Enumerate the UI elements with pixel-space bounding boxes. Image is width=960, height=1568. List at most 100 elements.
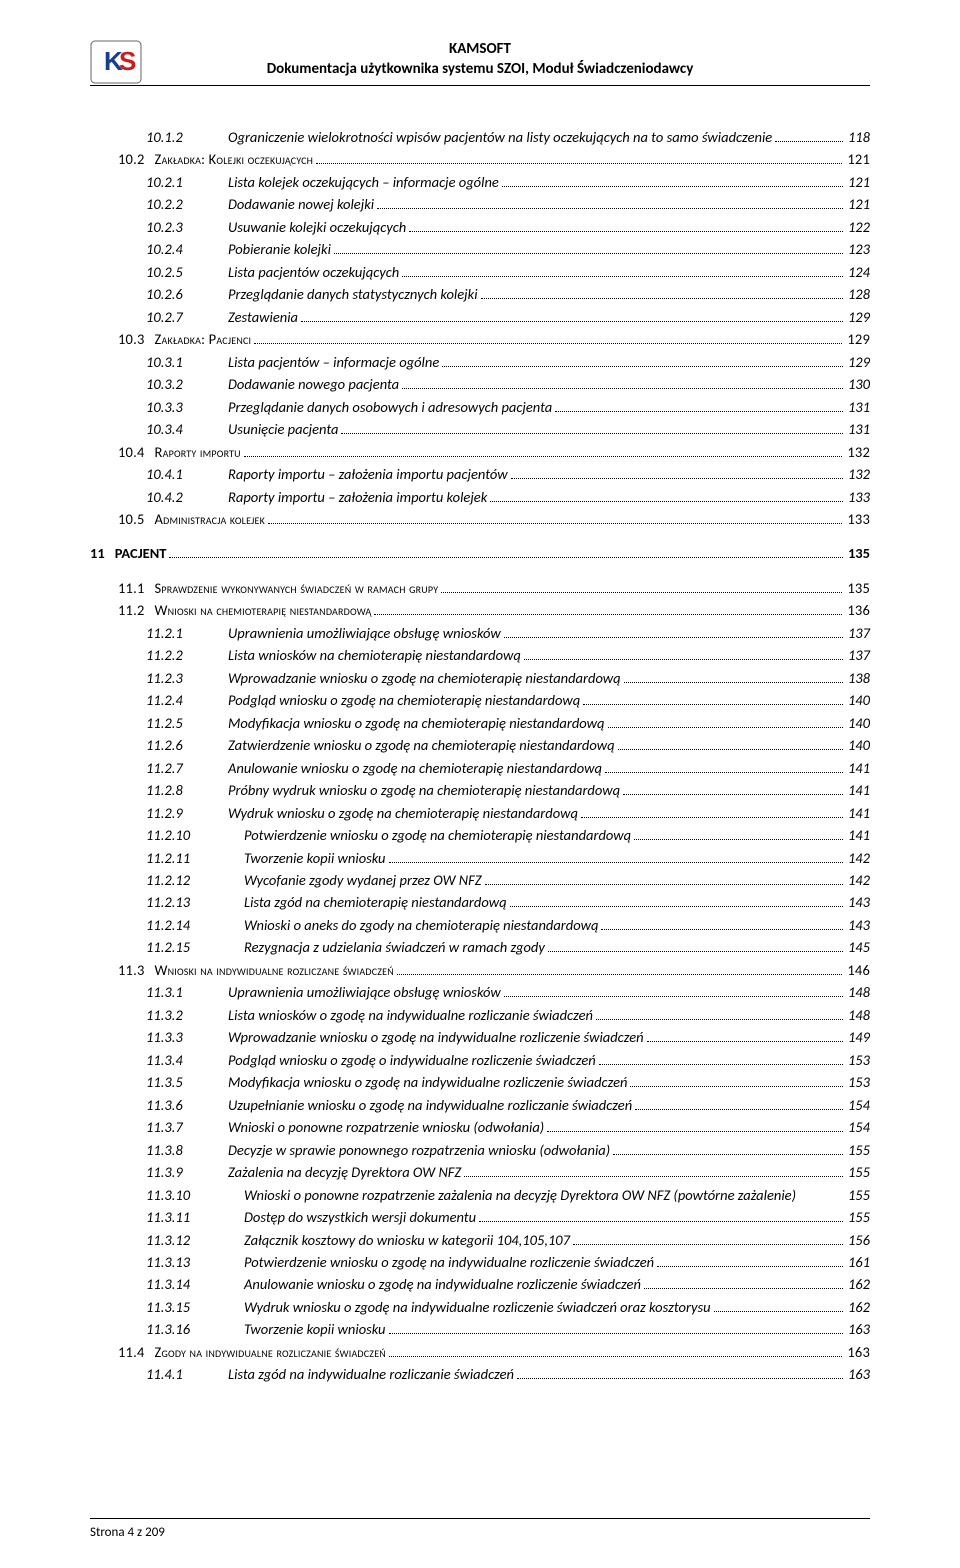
toc-leader-dots xyxy=(377,208,843,209)
toc-entry[interactable]: 11.2.6Zatwierdzenie wniosku o zgodę na c… xyxy=(90,734,870,756)
toc-entry[interactable]: 11.2.14Wnioski o aneks do zgody na chemi… xyxy=(90,914,870,936)
toc-entry[interactable]: 11.3.3Wprowadzanie wniosku o zgodę na in… xyxy=(90,1026,870,1048)
toc-entry[interactable]: 10.3.1Lista pacjentów – informacje ogóln… xyxy=(90,351,870,373)
toc-entry[interactable]: 11.2.4Podgląd wniosku o zgodę na chemiot… xyxy=(90,689,870,711)
toc-entry[interactable]: 11.4.1Lista zgód na indywidualne rozlicz… xyxy=(90,1363,870,1385)
toc-entry[interactable]: 11.3.8Decyzje w sprawie ponownego rozpat… xyxy=(90,1139,870,1161)
footer-page-number: Strona 4 z 209 xyxy=(90,1525,870,1540)
toc-leader-dots xyxy=(510,906,843,907)
toc-entry[interactable]: 11.3.16Tworzenie kopii wniosku 163 xyxy=(90,1318,870,1340)
toc-entry[interactable]: 10.2.2Dodawanie nowej kolejki 121 xyxy=(90,193,870,215)
toc-entry-label: Rezygnacja z udzielania świadczeń w rama… xyxy=(244,936,545,958)
toc-entry-number: 10.4.1 xyxy=(146,463,228,485)
toc-entry[interactable]: 11.3.15Wydruk wniosku o zgodę na indywid… xyxy=(90,1296,870,1318)
toc-entry-page: 140 xyxy=(846,689,870,711)
toc-entry[interactable]: 10.4.1Raporty importu – założenia import… xyxy=(90,463,870,485)
toc-entry-page: 129 xyxy=(846,306,870,328)
toc-leader-dots xyxy=(464,1176,843,1177)
toc-leader-dots xyxy=(635,1109,843,1110)
toc-entry[interactable]: 10.3.3Przeglądanie danych osobowych i ad… xyxy=(90,396,870,418)
toc-entry[interactable]: 10.2Zakładka: Kolejki oczekujących 121 xyxy=(90,148,870,170)
toc-entry[interactable]: 11.3.13Potwierdzenie wniosku o zgodę na … xyxy=(90,1251,870,1273)
toc-entry[interactable]: 11.3.14Anulowanie wniosku o zgodę na ind… xyxy=(90,1273,870,1295)
toc-entry[interactable]: 11.2.12Wycofanie zgody wydanej przez OW … xyxy=(90,869,870,891)
toc-entry-label: Pobieranie kolejki xyxy=(228,238,331,260)
toc-entry-page: 156 xyxy=(846,1229,870,1251)
toc-entry-page: 155 xyxy=(846,1161,870,1183)
toc-leader-dots xyxy=(634,839,843,840)
toc-entry-label: Przeglądanie danych statystycznych kolej… xyxy=(228,283,478,305)
page-header: K S KAMSOFT Dokumentacja użytkownika sys… xyxy=(90,40,870,86)
toc-entry[interactable]: 11.2.7Anulowanie wniosku o zgodę na chem… xyxy=(90,757,870,779)
toc-entry[interactable]: 11.2Wnioski na chemioterapię niestandard… xyxy=(90,599,870,621)
toc-entry[interactable]: 10.4Raporty importu 132 xyxy=(90,441,870,463)
toc-entry[interactable]: 11.3.12Załącznik kosztowy do wniosku w k… xyxy=(90,1229,870,1251)
toc-entry-number: 11.2.10 xyxy=(146,824,244,846)
toc-entry-label: Dodawanie nowej kolejki xyxy=(228,193,374,215)
toc-entry-page: 162 xyxy=(846,1273,870,1295)
toc-entry[interactable]: 10.3.4Usunięcie pacjenta 131 xyxy=(90,418,870,440)
toc-entry[interactable]: 11.3.11Dostęp do wszystkich wersji dokum… xyxy=(90,1206,870,1228)
toc-entry[interactable]: 11.2.2Lista wniosków na chemioterapię ni… xyxy=(90,644,870,666)
toc-entry[interactable]: 11.3.9Zażalenia na decyzję Dyrektora OW … xyxy=(90,1161,870,1183)
toc-entry[interactable]: 11.3.1Uprawnienia umożliwiające obsługę … xyxy=(90,981,870,1003)
toc-entry[interactable]: 11.3.5Modyfikacja wniosku o zgodę na ind… xyxy=(90,1071,870,1093)
toc-entry[interactable]: 11.3.2Lista wniosków o zgodę na indywidu… xyxy=(90,1004,870,1026)
toc-entry[interactable]: 10.3Zakładka: Pacjenci 129 xyxy=(90,328,870,350)
toc-entry[interactable]: 11.2.3Wprowadzanie wniosku o zgodę na ch… xyxy=(90,667,870,689)
toc-entry[interactable]: 11PACJENT 135 xyxy=(90,542,870,564)
toc-entry[interactable]: 11.3.7Wnioski o ponowne rozpatrzenie wni… xyxy=(90,1116,870,1138)
toc-leader-dots xyxy=(581,817,843,818)
toc-leader-dots xyxy=(389,1356,842,1357)
toc-entry[interactable]: 10.1.2Ograniczenie wielokrotności wpisów… xyxy=(90,126,870,148)
toc-entry[interactable]: 11.3.10Wnioski o ponowne rozpatrzenie za… xyxy=(90,1184,870,1206)
toc-leader-dots xyxy=(583,704,843,705)
toc-entry[interactable]: 11.2.10Potwierdzenie wniosku o zgodę na … xyxy=(90,824,870,846)
toc-entry[interactable]: 10.2.5Lista pacjentów oczekujących 124 xyxy=(90,261,870,283)
toc-entry-label: Uprawnienia umożliwiające obsługę wniosk… xyxy=(228,981,501,1003)
toc-entry-label: Wnioski o ponowne rozpatrzenie zażalenia… xyxy=(244,1184,846,1206)
toc-entry-label: Administracja kolejek xyxy=(155,508,266,530)
toc-entry[interactable]: 10.2.6Przeglądanie danych statystycznych… xyxy=(90,283,870,305)
toc-entry[interactable]: 11.3Wnioski na indywidualne rozliczane ś… xyxy=(90,959,870,981)
toc-entry[interactable]: 11.2.15Rezygnacja z udzielania świadczeń… xyxy=(90,936,870,958)
toc-entry[interactable]: 11.2.1Uprawnienia umożliwiające obsługę … xyxy=(90,622,870,644)
toc-entry[interactable]: 10.4.2Raporty importu – założenia import… xyxy=(90,486,870,508)
toc-entry-number: 11.2.5 xyxy=(146,712,228,734)
toc-entry-label: Raporty importu – założenia importu kole… xyxy=(228,486,487,508)
toc-entry-number: 10.5 xyxy=(118,508,155,530)
toc-entry-label: Wycofanie zgody wydanej przez OW NFZ xyxy=(244,869,482,891)
toc-entry[interactable]: 11.2.13Lista zgód na chemioterapię niest… xyxy=(90,891,870,913)
toc-entry-number: 11.2.11 xyxy=(146,847,244,869)
toc-entry[interactable]: 11.1Sprawdzenie wykonywanych świadczeń w… xyxy=(90,577,870,599)
toc-entry[interactable]: 11.3.6Uzupełnianie wniosku o zgodę na in… xyxy=(90,1094,870,1116)
toc-entry[interactable]: 10.2.3Usuwanie kolejki oczekujących 122 xyxy=(90,216,870,238)
toc-leader-dots xyxy=(714,1311,843,1312)
toc-entry-page: 148 xyxy=(846,981,870,1003)
toc-entry-page: 129 xyxy=(845,328,870,350)
toc-entry[interactable]: 11.2.5Modyfikacja wniosku o zgodę na che… xyxy=(90,712,870,734)
toc-entry-page: 131 xyxy=(846,396,870,418)
toc-entry[interactable]: 11.3.4Podgląd wniosku o zgodę o indywidu… xyxy=(90,1049,870,1071)
toc-entry[interactable]: 11.2.9Wydruk wniosku o zgodę na chemiote… xyxy=(90,802,870,824)
toc-entry-number: 11.3.4 xyxy=(146,1049,228,1071)
toc-entry-page: 143 xyxy=(846,914,870,936)
toc-leader-dots xyxy=(334,253,843,254)
toc-entry[interactable]: 10.5Administracja kolejek 133 xyxy=(90,508,870,530)
toc-entry[interactable]: 10.3.2Dodawanie nowego pacjenta 130 xyxy=(90,373,870,395)
toc-entry-page: 132 xyxy=(846,463,870,485)
toc-leader-dots xyxy=(517,1378,843,1379)
toc-entry[interactable]: 11.2.8Próbny wydruk wniosku o zgodę na c… xyxy=(90,779,870,801)
toc-entry-number: 11.4 xyxy=(118,1341,155,1363)
toc-entry-page: 141 xyxy=(846,779,870,801)
header-title-sub: Dokumentacja użytkownika systemu SZOI, M… xyxy=(90,60,870,80)
toc-entry-number: 11.3.8 xyxy=(146,1139,228,1161)
toc-entry[interactable]: 10.2.7Zestawienia 129 xyxy=(90,306,870,328)
toc-entry[interactable]: 11.4Zgody na indywidualne rozliczanie św… xyxy=(90,1341,870,1363)
toc-leader-dots xyxy=(409,231,843,232)
toc-entry[interactable]: 10.2.1Lista kolejek oczekujących – infor… xyxy=(90,171,870,193)
toc-entry[interactable]: 11.2.11Tworzenie kopii wniosku 142 xyxy=(90,847,870,869)
toc-entry-page: 130 xyxy=(846,373,870,395)
toc-entry[interactable]: 10.2.4Pobieranie kolejki 123 xyxy=(90,238,870,260)
toc-entry-number: 11.2.1 xyxy=(146,622,228,644)
